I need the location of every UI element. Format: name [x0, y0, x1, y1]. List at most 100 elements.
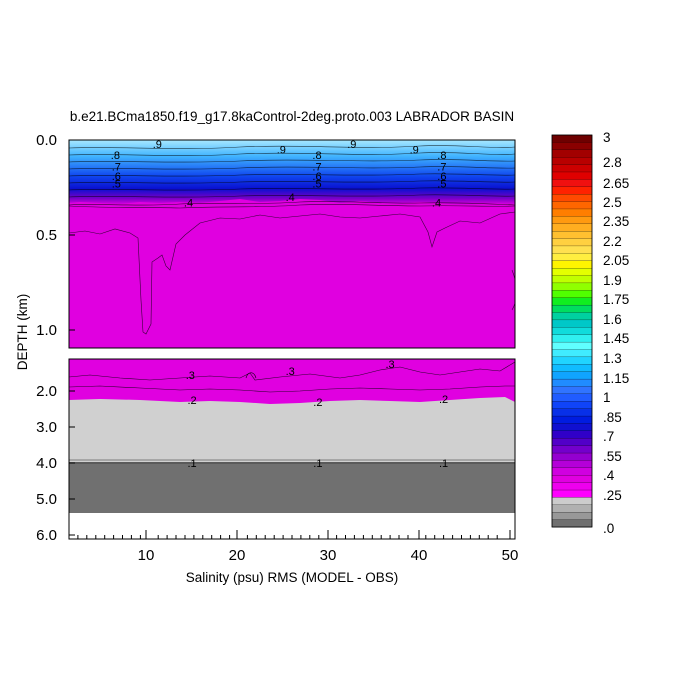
colorbar-label: 1 — [603, 390, 611, 405]
colorbar-swatch — [551, 482, 593, 491]
colorbar-label: 2.05 — [603, 253, 629, 268]
colorbar-swatch — [551, 386, 593, 395]
colorbar-swatch — [551, 194, 593, 202]
colorbar-swatches — [551, 134, 593, 528]
contour-label: .2 — [439, 394, 448, 406]
colorbar-label: 2.65 — [603, 176, 629, 191]
colorbar-label: 2.35 — [603, 214, 629, 229]
y-tick-label: 3.0 — [36, 419, 57, 436]
contour-label: .9 — [277, 145, 286, 157]
upper-contour-labels: .9.9.9.9.8.8.8.7.7.7.6.6.6.5.5.5.4.4.4 — [111, 139, 447, 210]
colorbar-swatch — [551, 297, 593, 306]
contour-label: .6 — [112, 171, 121, 183]
colorbar-label: 2.5 — [603, 195, 622, 210]
lower-panel: .3 .3 .3 .2 .2 .2 .1 .1 .1 — [69, 359, 515, 539]
colorbar-label: .25 — [603, 488, 622, 503]
colorbar-swatch — [551, 519, 593, 528]
colorbar-swatch — [551, 430, 593, 439]
colorbar-swatch — [551, 186, 593, 195]
x-tick-label: 40 — [411, 547, 428, 564]
colorbar-label: 3 — [603, 130, 611, 145]
colorbar-labels: 3 2.8 2.65 2.5 2.35 2.2 2.05 1.9 1.75 1.6 1.45 1.3 1… — [603, 130, 629, 536]
colorbar-swatch — [551, 504, 593, 513]
colorbar-swatch — [551, 415, 593, 424]
contour-label: .4 — [432, 198, 441, 210]
contour-label: .2 — [313, 397, 322, 409]
colorbar-label: 1.9 — [603, 273, 622, 288]
contour-label: .1 — [313, 458, 322, 470]
colorbar-swatch — [551, 327, 593, 336]
colorbar-swatch — [551, 401, 593, 410]
contour-label: .5 — [112, 179, 121, 191]
contour-label: .7 — [312, 162, 321, 174]
colorbar-swatch — [551, 489, 593, 498]
colorbar-swatch — [551, 349, 593, 358]
x-minor-ticks — [77, 535, 516, 539]
lower-contour-labels: .3 .3 .3 .2 .2 .2 .1 .1 .1 — [186, 359, 448, 470]
colorbar-swatch — [551, 290, 593, 299]
colorbar-label: .0 — [603, 521, 614, 536]
colorbar-swatch — [551, 438, 593, 447]
colorbar-swatch — [551, 393, 593, 402]
contour-label: .7 — [112, 162, 121, 174]
contour-label: .8 — [111, 150, 120, 162]
lower-gray-region — [69, 397, 515, 462]
y-tick-label: 6.0 — [36, 527, 57, 544]
colorbar-swatch — [551, 356, 593, 365]
lower-dark-gray-region — [69, 462, 515, 513]
contour-label: .7 — [437, 162, 446, 174]
colorbar: 3 2.8 2.65 2.5 2.35 2.2 2.05 1.9 1.75 1.6 1.45 1.3 1… — [551, 130, 629, 536]
colorbar-swatch — [551, 231, 593, 239]
x-axis: 10 20 30 40 50 — [77, 530, 518, 564]
colorbar-label: 1.6 — [603, 312, 622, 327]
contour-label: .5 — [312, 179, 321, 191]
upper-panel-frame — [68, 139, 516, 349]
contour-label: .8 — [312, 150, 321, 162]
colorbar-swatch — [551, 253, 593, 262]
colorbar-swatch — [551, 245, 593, 254]
colorbar-swatch — [551, 497, 593, 506]
colorbar-swatch — [551, 445, 593, 454]
chart-title: b.e21.BCma1850.f19_g17.8kaControl-2deg.p… — [70, 109, 514, 124]
colorbar-swatch — [551, 179, 593, 188]
y-tick-label: 0.0 — [36, 132, 57, 149]
x-tick-label: 30 — [320, 547, 337, 564]
colorbar-frame — [551, 134, 593, 528]
colorbar-swatch — [551, 157, 593, 166]
colorbar-label: 2.8 — [603, 155, 622, 170]
colorbar-swatch — [551, 260, 593, 269]
lower-blank-region — [69, 513, 515, 539]
colorbar-swatch — [551, 238, 593, 247]
colorbar-swatch — [551, 171, 593, 180]
colorbar-swatch — [551, 452, 593, 461]
colorbar-label: 1.3 — [603, 351, 622, 366]
y-axis-label: DEPTH (km) — [15, 294, 30, 371]
y-tick-label: 2.0 — [36, 383, 57, 400]
colorbar-swatch — [551, 164, 593, 173]
colorbar-label: 2.2 — [603, 234, 622, 249]
colorbar-swatch — [551, 275, 593, 284]
contour-label: .8 — [437, 150, 446, 162]
y-tick-label: 0.5 — [36, 227, 57, 244]
contour-label: .4 — [286, 192, 295, 204]
colorbar-swatch — [551, 460, 593, 469]
contour-label: .4 — [184, 198, 193, 210]
colorbar-swatch — [551, 268, 593, 276]
upper-contour-lines — [69, 145, 515, 335]
colorbar-swatch — [551, 475, 593, 484]
colorbar-label: 1.75 — [603, 292, 629, 307]
colorbar-swatch — [551, 408, 593, 417]
colorbar-swatch — [551, 282, 593, 291]
colorbar-swatch — [551, 134, 593, 143]
contour-label: .9 — [153, 139, 162, 151]
colorbar-label: .7 — [603, 429, 614, 444]
upper-panel: .9.9.9.9.8.8.8.7.7.7.6.6.6.5.5.5.4.4.4 — [69, 139, 515, 348]
lower-contour-lines — [69, 361, 515, 464]
contour-label: .3 — [386, 359, 395, 371]
contour-label: .1 — [439, 458, 448, 470]
lower-y-axis: 2.0 3.0 4.0 5.0 6.0 — [36, 383, 75, 544]
colorbar-swatch — [551, 467, 593, 476]
y-tick-label: 4.0 — [36, 455, 57, 472]
colorbar-label: .4 — [603, 468, 615, 483]
